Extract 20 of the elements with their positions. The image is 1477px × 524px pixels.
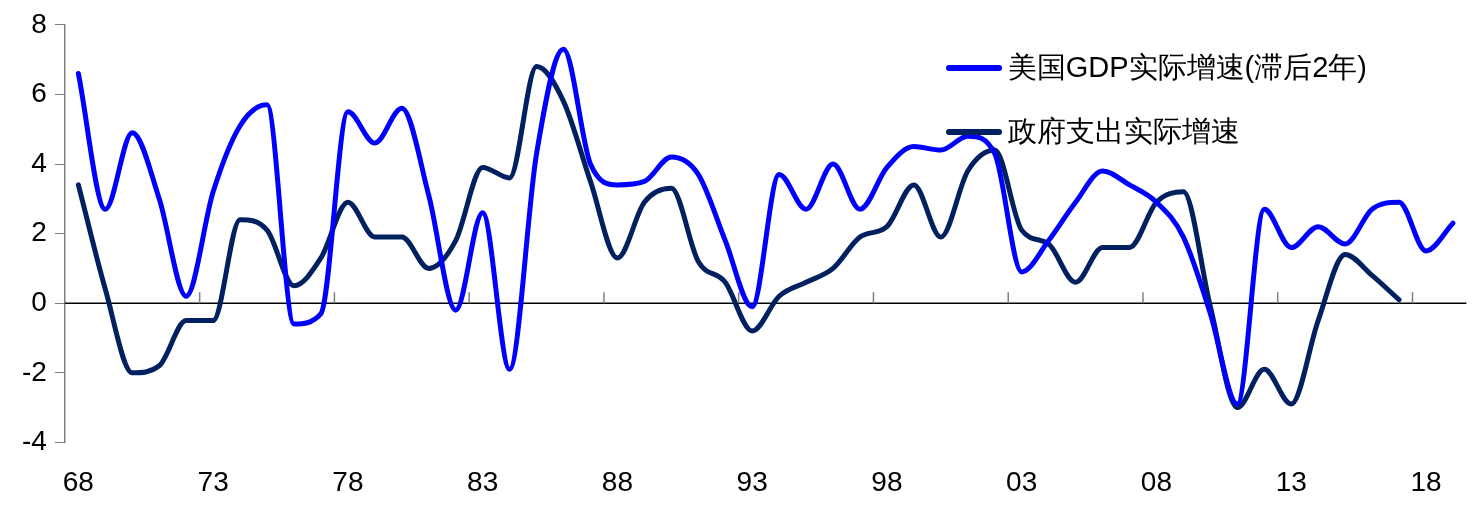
x-tick-label: 03 (1006, 465, 1038, 497)
y-tick-label: 2 (31, 216, 47, 248)
x-tick-label: 68 (62, 465, 94, 497)
y-tick-label: 0 (31, 285, 47, 317)
y-tick-label: 6 (31, 77, 47, 109)
y-tick-label: -2 (21, 355, 47, 387)
x-tick-label: 13 (1275, 465, 1307, 497)
x-tick-label: 93 (736, 465, 768, 497)
x-tick-label: 98 (871, 465, 903, 497)
y-tick-label: -4 (21, 425, 47, 457)
y-tick-label: 4 (31, 146, 47, 178)
y-tick-label: 8 (31, 7, 47, 39)
x-tick-label: 78 (332, 465, 364, 497)
x-tick-label: 83 (467, 465, 499, 497)
x-tick-label: 18 (1410, 465, 1442, 497)
x-tick-label: 88 (601, 465, 633, 497)
legend-label: 美国GDP实际增速(滞后2年) (1007, 50, 1367, 85)
x-tick-label: 08 (1140, 465, 1173, 497)
x-tick-label: 73 (197, 465, 229, 497)
legend-label: 政府支出实际增速 (1007, 114, 1240, 149)
